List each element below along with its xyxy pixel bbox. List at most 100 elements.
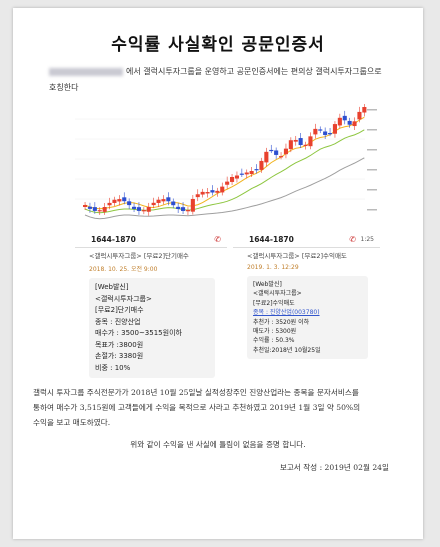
status-time: 1:25 [360,236,374,243]
phone-call-icon: ✆ [349,235,356,244]
candle [83,205,88,207]
candle [117,199,122,202]
candle [269,149,274,152]
candle [200,191,205,195]
message-line: 목표가 :3800원 [95,340,144,349]
candle [102,207,107,212]
candle [132,206,137,209]
message-line: [무료2]수익매도 [253,299,295,307]
candle [141,210,146,212]
message-title: <갤럭시투자그룹> [무료2]단기매수 [89,252,189,260]
candle [127,201,132,206]
candle [220,186,225,193]
candle [176,206,181,210]
axis-tick [367,109,377,111]
moving-average-line [84,157,365,220]
candle [239,173,244,175]
message-bubble: [Web발신] <갤럭시투자그룹> [무료2]단기매수 종목 : 진양산업 매수… [89,278,215,378]
intro-text-2: 호칭한다 [49,83,79,92]
candle [274,150,279,155]
candle [87,206,92,209]
sms-screenshot-buy: 1644-1870 ✆ <갤럭시투자그룹> [무료2]단기매수 2018. 10… [75,233,227,381]
message-line: [무료2]단기매수 [95,306,144,314]
candle [156,199,161,203]
candle [362,107,367,113]
candle [190,198,195,212]
candle [161,199,166,202]
candle [303,144,308,146]
axis-tick [367,209,377,211]
intro-text: 에서 갤럭시투자그룹을 운영하고 공문인증서에는 편의상 갤럭시투자그룹으로 [126,67,382,76]
moving-average-line [84,116,365,210]
candle [195,194,200,198]
candle [185,210,190,212]
message-line: 추천가 : 3520원 이하 [253,318,310,326]
candle [107,202,112,206]
candle [230,177,235,182]
body-line: 통하여 매수가 3,515원에 고객들에게 수익을 목적으로 사라고 추천하였고… [33,403,361,412]
axis-tick [367,189,377,191]
candle [171,201,176,206]
candle [181,207,186,211]
axis-tick [367,129,377,131]
candle [332,124,337,134]
message-line: 손절가: 3380원 [95,352,144,360]
body-line: 수익을 보고 매도하였다. [33,418,111,427]
certificate-page: 수익률 사실확인 공문인증서 에서 갤럭시투자그룹을 운영하고 공문인증서에는 … [13,8,423,539]
candle [323,131,328,135]
candle [293,139,298,142]
candle [122,197,127,202]
sender-bar: 1644-1870 ✆ 1:25 [233,233,380,248]
candle [357,111,362,120]
redacted-company-name [49,68,123,76]
message-line: <갤럭시투자그룹> [253,290,302,298]
candle [136,207,141,211]
message-line: [Web발신] [253,281,282,288]
axis-tick [367,169,377,171]
message-bubble: [Web발신] <갤럭시투자그룹> [무료2]수익매도 종목 : 진양산업(00… [247,276,368,360]
axis-tick [367,149,377,151]
sender-bar: 1644-1870 ✆ [75,233,227,248]
candle [352,121,357,127]
message-line: 매도가 : 5300원 [253,328,297,336]
candle [146,206,151,212]
message-date: 2018. 10. 25. 오전 9:00 [89,266,158,273]
candle [244,172,249,175]
candle [97,210,102,212]
candle [337,117,342,126]
message-line-link[interactable]: 종목 : 진양산업(003780) [253,309,320,317]
candle [225,181,230,185]
candle [205,192,210,194]
body-line: 갤럭시 투자그룹 주식전문가가 2018년 10월 25일날 실적성장주인 진양… [33,388,359,397]
candle [259,160,264,170]
intro-paragraph: 에서 갤럭시투자그룹을 운영하고 공문인증서에는 편의상 갤럭시투자그룹으로 호… [49,64,399,96]
moving-average-line [84,129,365,214]
message-title: <갤럭시투자그룹> [무료2]수익매도 [247,252,347,260]
phone-call-icon: ✆ [214,235,221,244]
page-title: 수익률 사실확인 공문인증서 [111,35,325,55]
candle [264,151,269,163]
message-line: 수익률 : 50.3% [253,337,295,345]
sms-screenshot-sell: 1644-1870 ✆ 1:25 <갤럭시투자그룹> [무료2]수익매도 201… [233,233,380,381]
sender-number: 1644-1870 [249,235,294,244]
candle [279,156,284,158]
candle [249,171,254,175]
candle [298,138,303,146]
candle [288,140,293,150]
stock-candlestick-chart [75,99,380,227]
candle [308,136,313,147]
candle [342,115,347,121]
candle [347,120,352,125]
message-line: 매수가 : 3500~3515원이하 [95,329,182,337]
message-line: 비중 : 10% [95,363,131,372]
candle [215,190,220,193]
candle [254,169,259,171]
message-line: [Web발신] [95,283,129,291]
candle [112,199,117,203]
message-line: 추천일:2018년 10월25일 [253,346,321,354]
body-paragraph: 갤럭시 투자그룹 주식전문가가 2018년 10월 25일날 실적성장주인 진양… [33,385,407,430]
message-line: <갤럭시투자그룹> [95,294,152,303]
message-line: 종목 : 진양산업 [95,317,141,326]
candle [210,190,215,193]
report-date: 보고서 작성 : 2019년 02월 24일 [279,463,389,472]
